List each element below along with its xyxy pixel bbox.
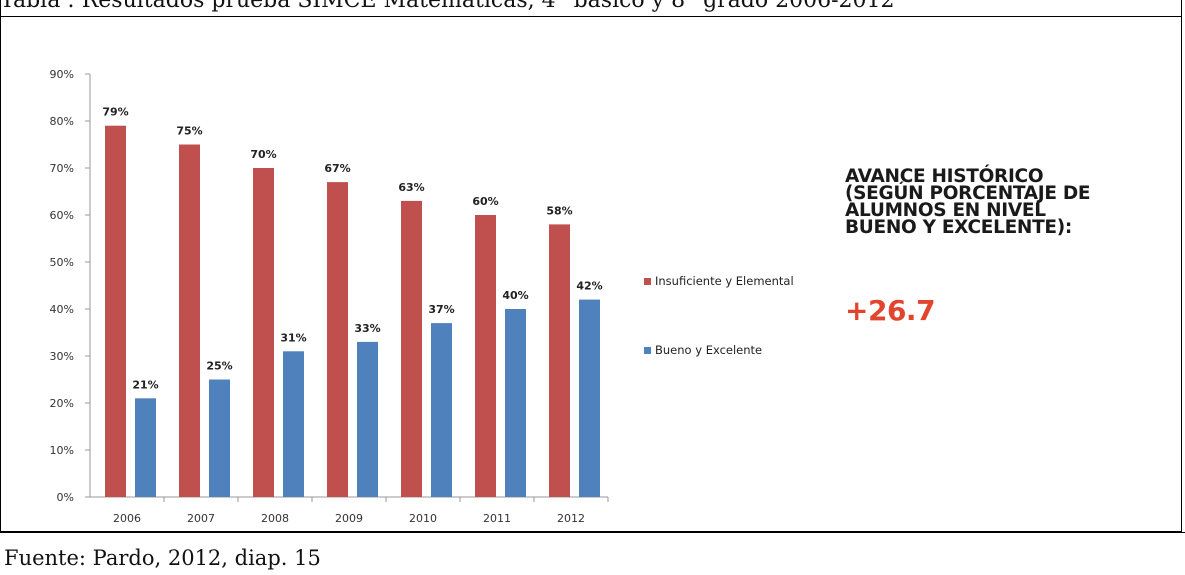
data-label: 42% xyxy=(576,280,602,293)
bar-bueno xyxy=(579,299,600,497)
bar-bueno xyxy=(431,323,452,497)
data-label: 67% xyxy=(324,162,350,175)
y-tick-label: 50% xyxy=(50,256,74,269)
data-label: 75% xyxy=(176,125,202,138)
data-label: 58% xyxy=(546,204,572,217)
frame-bottom-rule xyxy=(0,532,1185,533)
bar-insuficiente xyxy=(105,125,126,497)
side-note-title: AVANCE HISTÓRICO (SEGÚN PORCENTAJE DE AL… xyxy=(845,166,1091,238)
y-tick-label: 70% xyxy=(50,162,74,175)
data-label: 33% xyxy=(354,322,380,335)
legend-swatch xyxy=(644,347,651,354)
bar-bueno xyxy=(209,379,230,497)
x-tick-label: 2011 xyxy=(483,512,511,525)
x-tick-label: 2008 xyxy=(261,512,289,525)
data-label: 40% xyxy=(502,289,528,302)
bar-insuficiente xyxy=(327,182,348,497)
y-tick-label: 80% xyxy=(50,115,74,128)
bar-bueno xyxy=(505,309,526,497)
x-tick-label: 2009 xyxy=(335,512,363,525)
data-label: 70% xyxy=(250,148,276,161)
data-label: 37% xyxy=(428,303,454,316)
bar-bueno xyxy=(135,398,156,497)
y-tick-label: 10% xyxy=(50,444,74,457)
bar-insuficiente xyxy=(549,224,570,497)
y-tick-label: 20% xyxy=(50,397,74,410)
y-tick-label: 40% xyxy=(50,303,74,316)
data-label: 60% xyxy=(472,195,498,208)
side-note-value: +26.7 xyxy=(845,294,936,327)
data-label: 63% xyxy=(398,181,424,194)
legend-swatch xyxy=(644,278,651,285)
y-tick-label: 0% xyxy=(57,491,74,504)
x-tick-label: 2010 xyxy=(409,512,437,525)
bar-insuficiente xyxy=(253,168,274,497)
legend-label: Bueno y Excelente xyxy=(655,343,762,357)
bar-insuficiente xyxy=(179,144,200,497)
table-caption: Tabla : Resultados prueba SIMCE Matemáti… xyxy=(0,0,1185,12)
legend-label: Insuficiente y Elemental xyxy=(655,274,794,288)
bar-bueno xyxy=(357,341,378,497)
x-tick-label: 2006 xyxy=(113,512,141,525)
x-tick-label: 2007 xyxy=(187,512,215,525)
x-tick-label: 2012 xyxy=(557,512,585,525)
bar-bueno xyxy=(283,351,304,497)
y-tick-label: 60% xyxy=(50,209,74,222)
y-tick-label: 90% xyxy=(50,68,74,81)
bar-chart: 0% 10% 20% 30% 40% 50% 60% 70% 80% 90% 2006 2007 200… xyxy=(50,68,794,525)
data-label: 31% xyxy=(280,331,306,344)
source-note: Fuente: Pardo, 2012, diap. 15 xyxy=(4,546,321,570)
y-tick-label: 30% xyxy=(50,350,74,363)
frame-top-rule xyxy=(0,16,1182,17)
figure-frame xyxy=(0,0,1182,532)
bar-insuficiente xyxy=(401,200,422,497)
bar-insuficiente xyxy=(475,215,496,497)
data-label: 25% xyxy=(206,360,232,373)
data-label: 21% xyxy=(132,378,158,391)
data-label: 79% xyxy=(102,106,128,119)
